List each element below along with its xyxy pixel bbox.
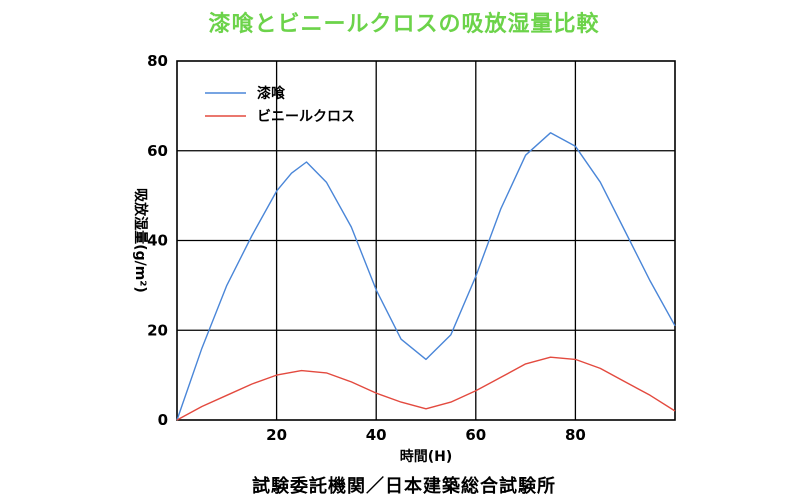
legend-label-1: 漆喰 bbox=[257, 85, 286, 102]
y-tick-label: 60 bbox=[147, 142, 168, 160]
series-line-2 bbox=[176, 356, 676, 421]
footer-credit: 試験委託機関／日本建築総合試験所 bbox=[252, 476, 556, 497]
x-tick-label: 80 bbox=[565, 426, 586, 444]
x-tick-label: 60 bbox=[465, 426, 486, 444]
x-tick-label: 20 bbox=[266, 426, 287, 444]
legend-label-2: ビニールクロス bbox=[257, 109, 355, 125]
y-tick-label: 80 bbox=[147, 52, 168, 70]
y-tick-label: 40 bbox=[147, 232, 168, 250]
plot-frame bbox=[176, 60, 676, 421]
x-tick-label: 40 bbox=[366, 426, 387, 444]
x-axis-label: 時間(H) bbox=[400, 448, 453, 465]
y-axis-label: 吸放湿量(g/m²) bbox=[132, 188, 149, 293]
chart-title: 漆喰とビニールクロスの吸放湿量比較 bbox=[208, 12, 600, 37]
series-line-1 bbox=[176, 132, 676, 421]
y-tick-label: 0 bbox=[158, 411, 168, 429]
y-tick-label: 20 bbox=[147, 321, 168, 339]
